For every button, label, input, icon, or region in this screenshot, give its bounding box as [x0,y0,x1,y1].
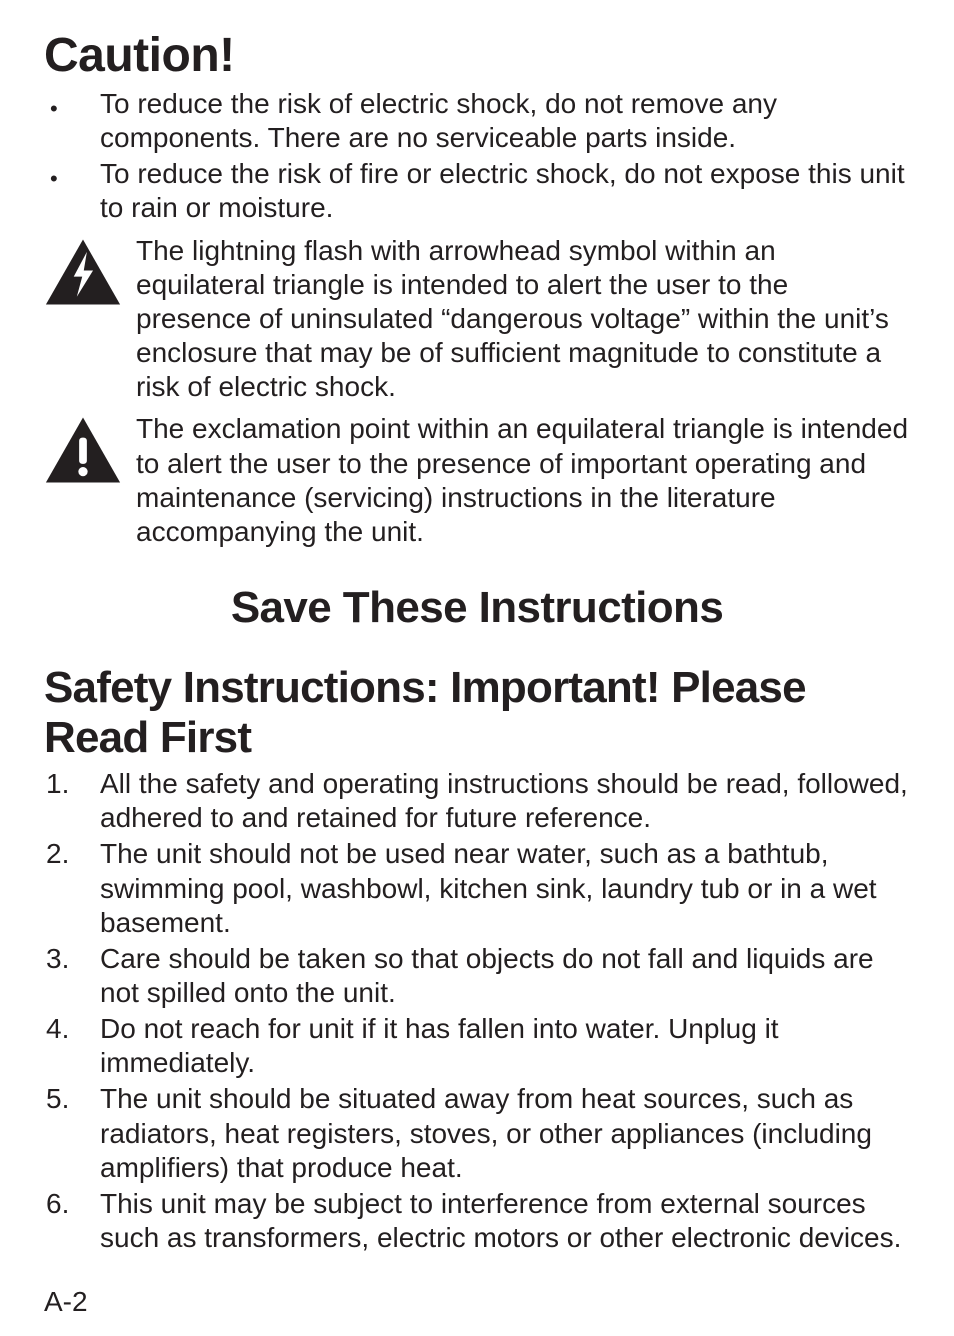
item-text: This unit may be subject to interference… [100,1187,910,1255]
list-item: • To reduce the risk of electric shock, … [44,87,910,155]
safety-numbered-list: 1. All the safety and operating instruct… [44,767,910,1255]
list-item: 3. Care should be taken so that objects … [44,942,910,1010]
list-item: • To reduce the risk of fire or electric… [44,157,910,225]
item-number: 4. [44,1012,100,1046]
bullet-text: To reduce the risk of electric shock, do… [100,87,910,155]
warning-block-exclamation: The exclamation point within an equilate… [44,412,910,549]
lightning-triangle-icon [44,234,136,306]
list-item: 6. This unit may be subject to interfere… [44,1187,910,1255]
exclamation-triangle-icon [44,412,136,484]
item-number: 2. [44,837,100,871]
bullet-dot: • [44,157,100,193]
warning-text: The exclamation point within an equilate… [136,412,910,549]
item-number: 3. [44,942,100,976]
item-number: 5. [44,1082,100,1116]
item-text: The unit should be situated away from he… [100,1082,910,1184]
list-item: 2. The unit should not be used near wate… [44,837,910,939]
save-instructions-heading: Save These Instructions [44,583,910,633]
list-item: 5. The unit should be situated away from… [44,1082,910,1184]
item-text: The unit should not be used near water, … [100,837,910,939]
item-number: 1. [44,767,100,801]
page-number: A-2 [44,1286,88,1318]
item-text: Do not reach for unit if it has fallen i… [100,1012,910,1080]
bullet-text: To reduce the risk of fire or electric s… [100,157,910,225]
list-item: 4. Do not reach for unit if it has falle… [44,1012,910,1080]
item-number: 6. [44,1187,100,1221]
warning-text: The lightning flash with arrowhead symbo… [136,234,910,405]
warning-block-voltage: The lightning flash with arrowhead symbo… [44,234,910,405]
caution-heading: Caution! [44,28,910,83]
bullet-dot: • [44,87,100,123]
caution-bullet-list: • To reduce the risk of electric shock, … [44,87,910,226]
list-item: 1. All the safety and operating instruct… [44,767,910,835]
item-text: All the safety and operating instruction… [100,767,910,835]
item-text: Care should be taken so that objects do … [100,942,910,1010]
safety-heading: Safety Instructions: Important! Please R… [44,663,910,763]
